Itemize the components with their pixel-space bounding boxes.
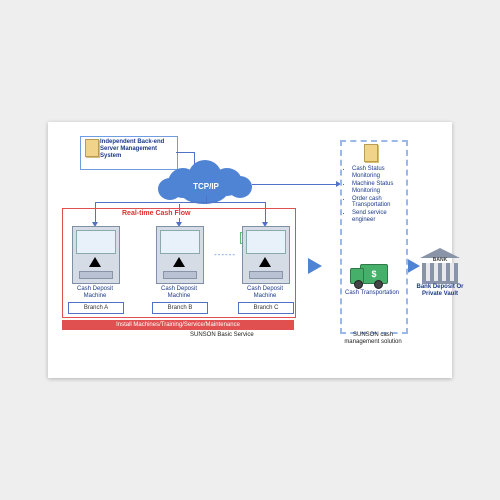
install-bar: Install Machines/Training/Service/Mainte… (62, 320, 294, 330)
connector (176, 152, 194, 153)
install-bar-label: Install Machines/Training/Service/Mainte… (116, 322, 240, 328)
backend-label: Independent Back-end Server Management S… (100, 139, 172, 160)
bank-icon: BANK (420, 248, 460, 284)
continuation-dots: ------ (214, 250, 236, 259)
truck-label: Cash Transportation (342, 290, 402, 297)
bullet: Order cash Transportation (352, 196, 402, 210)
basic-service-label: SUNSON Basic Service (190, 332, 300, 339)
machine-label: Cash Deposit Machine (242, 286, 288, 299)
machine-b: Cash Deposit Machine (156, 226, 202, 299)
bullet: Machine Status Monitoring (352, 181, 402, 195)
server-icon (85, 139, 99, 157)
machine-label: Cash Deposit Machine (72, 286, 118, 299)
connector (194, 152, 195, 164)
up-arrow-icon (259, 257, 271, 267)
solution-caption: SUNSON cash management solution (340, 332, 406, 346)
machine-label: Cash Deposit Machine (156, 286, 202, 299)
connector (206, 196, 207, 204)
branch-b-box: Branch B (152, 302, 208, 314)
up-arrow-icon (173, 257, 185, 267)
solution-bullets: Cash Status Monitoring Machine Status Mo… (344, 166, 402, 225)
connector (95, 202, 265, 203)
bullet: Cash Status Monitoring (352, 166, 402, 180)
branch-c-box: Branch C (238, 302, 294, 314)
machine-c: Cash Deposit Machine (242, 226, 288, 299)
realtime-label: Real-time Cash Flow (120, 210, 194, 218)
connector (252, 184, 338, 185)
bank-label: Bank Deposit Or Private Vault (414, 284, 466, 298)
server-icon (364, 144, 378, 162)
machine-a: Cash Deposit Machine (72, 226, 118, 299)
truck-icon: $ (350, 262, 390, 288)
up-arrow-icon (89, 257, 101, 267)
bullet: Send service engineer (352, 210, 402, 224)
big-arrow-icon (308, 258, 322, 274)
diagram-canvas: Independent Back-end Server Management S… (0, 0, 500, 500)
branch-a-box: Branch A (68, 302, 124, 314)
cloud-label: TCP/IP (158, 182, 254, 191)
big-arrow-icon (406, 258, 420, 274)
